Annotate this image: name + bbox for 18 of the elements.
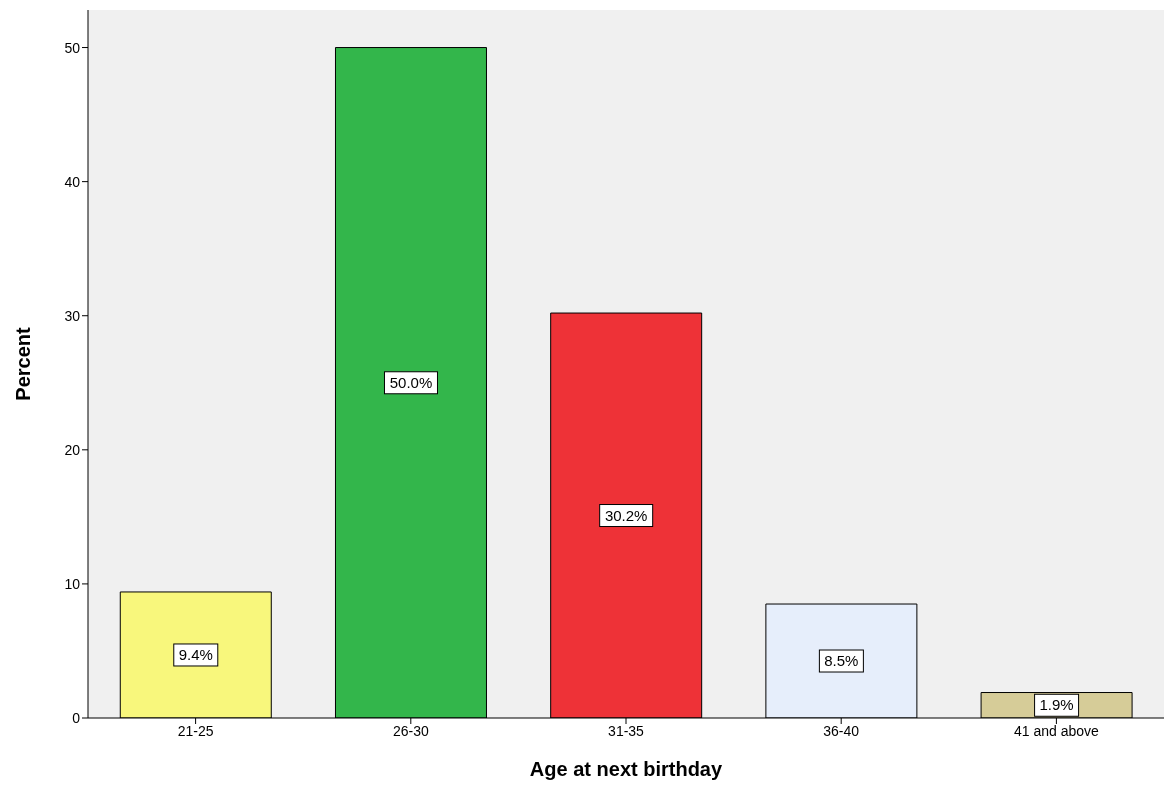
y-tick-label: 30 xyxy=(64,307,81,324)
x-tick-label: 31-35 xyxy=(608,722,645,739)
x-axis-title: Age at next birthday xyxy=(529,758,723,780)
x-tick-label: 21-25 xyxy=(177,722,214,739)
x-tick-label: 41 and above xyxy=(1013,722,1100,739)
data-label: 1.9% xyxy=(1039,696,1074,714)
y-tick-label: 40 xyxy=(64,173,81,190)
data-label: 50.0% xyxy=(389,373,433,391)
x-tick-label: 26-30 xyxy=(392,722,429,739)
y-tick-label: 20 xyxy=(64,441,81,458)
x-tick-label: 36-40 xyxy=(823,722,860,739)
y-tick-label: 0 xyxy=(72,709,81,726)
y-tick-label: 10 xyxy=(64,575,81,592)
y-tick-label: 50 xyxy=(64,39,81,56)
data-label: 30.2% xyxy=(604,506,648,524)
y-axis-title: Percent xyxy=(12,326,35,401)
data-label: 9.4% xyxy=(178,645,213,663)
data-label: 8.5% xyxy=(824,652,859,670)
